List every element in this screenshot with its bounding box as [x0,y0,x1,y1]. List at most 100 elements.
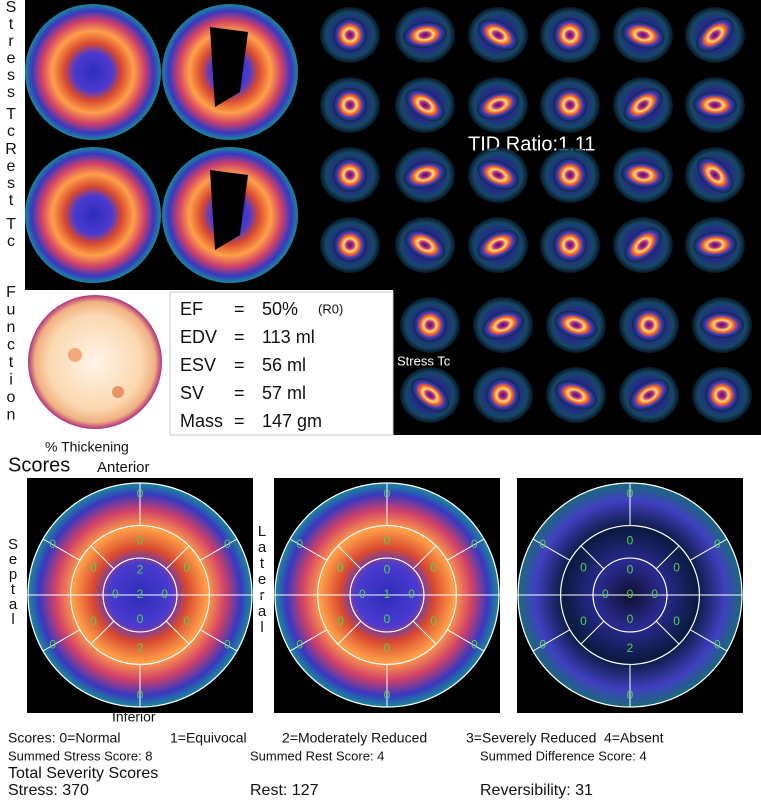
segment-score: 0 [627,486,634,500]
orientation-letter: a [258,603,267,620]
thickening-map [28,295,162,429]
slice [477,160,519,190]
slice [403,161,447,189]
metric-value: 50% [262,299,298,319]
segment-score: 0 [714,537,721,551]
segment-score: 0 [137,533,144,547]
segment-score: 0 [384,533,391,547]
slice [486,378,520,412]
slice [410,378,450,412]
legend-item: 4=Absent [604,730,664,746]
side-letter: c [7,123,15,140]
spoke [412,545,437,570]
segment-score: 0 [359,587,366,601]
side-letter: T [6,216,16,233]
segment-score: 2 [627,641,634,655]
segment-score: 0 [224,638,231,652]
segment-score: 0 [471,638,478,652]
spoke [412,620,437,645]
slice [632,308,666,342]
slice [621,161,665,189]
segment-score: 0 [627,688,634,702]
side-letter: r [8,33,14,50]
side-letter: c [7,233,15,250]
metric-note: (R0) [318,301,343,316]
spoke [446,629,485,652]
slice [333,88,367,122]
spoke [165,620,190,645]
orientation-letter: t [260,555,265,572]
segment-score: 0 [90,614,97,628]
segment-score: 0 [49,537,56,551]
segment-score: 0 [337,560,344,574]
segment-score: 0 [539,638,546,652]
slice [403,21,447,49]
segment-score: 0 [49,638,56,652]
side-label: Stress [6,0,17,101]
metric-label: SV [180,383,204,403]
side-letter: c [7,337,15,354]
slice [696,17,734,53]
metric-sign: = [234,327,245,347]
slice [696,157,734,193]
legend-item: Scores: 0=Normal [8,730,120,746]
segment-score: 0 [161,587,168,601]
segment-score: 0 [580,614,587,628]
metric-label: EDV [180,327,217,347]
legend-item: 1=Equivocal [170,730,247,746]
segment-score: 0 [627,612,634,626]
spoke [165,545,190,570]
slice [404,229,446,261]
spoke [689,538,728,561]
spoke [289,629,328,652]
spoke [289,538,328,561]
side-letter: S [6,0,17,16]
slice [333,17,367,52]
slice [693,231,737,259]
total-score: Stress: 370 [8,782,89,799]
spoke [580,545,605,570]
segment-score: 0 [539,537,546,551]
metric-sign: = [234,355,245,375]
spoke [199,629,238,652]
spoke [337,620,362,645]
side-label: Rest [5,141,17,209]
segment-score: 0 [296,537,303,551]
side-letter: R [5,141,17,158]
slice [705,378,739,412]
orientation-letter: L [258,523,266,540]
lateral-label: Lateral [258,523,267,636]
slice [333,158,367,192]
spoke [199,538,238,561]
spoke [532,538,571,561]
slice [477,229,519,261]
side-letter: t [9,354,14,371]
spoke [42,538,81,561]
polar-image [25,147,161,283]
segment-score: 0 [112,587,119,601]
slice-label: Stress Tc [397,353,451,368]
slice [621,21,665,49]
summed-score: Summed Rest Score: 4 [250,748,384,763]
metric-value: 57 ml [262,383,306,403]
slice [623,88,663,122]
slice [628,379,670,411]
side-letter: t [9,192,14,209]
spoke [90,545,115,570]
summed-score: Summed Stress Score: 8 [8,748,153,763]
side-label: Tc [6,216,16,250]
segment-score: 0 [384,563,391,577]
spoke [580,620,605,645]
orientation-letter: e [9,551,17,568]
side-letter: s [7,67,15,84]
segment-score: 0 [580,560,587,574]
spoke [446,538,485,561]
segment-score: 0 [714,638,721,652]
defect [210,170,248,250]
slice [553,88,587,122]
slice [555,380,597,410]
segment-score: 2 [137,641,144,655]
side-letter: s [7,175,15,192]
total-score: Reversibility: 31 [480,782,593,799]
